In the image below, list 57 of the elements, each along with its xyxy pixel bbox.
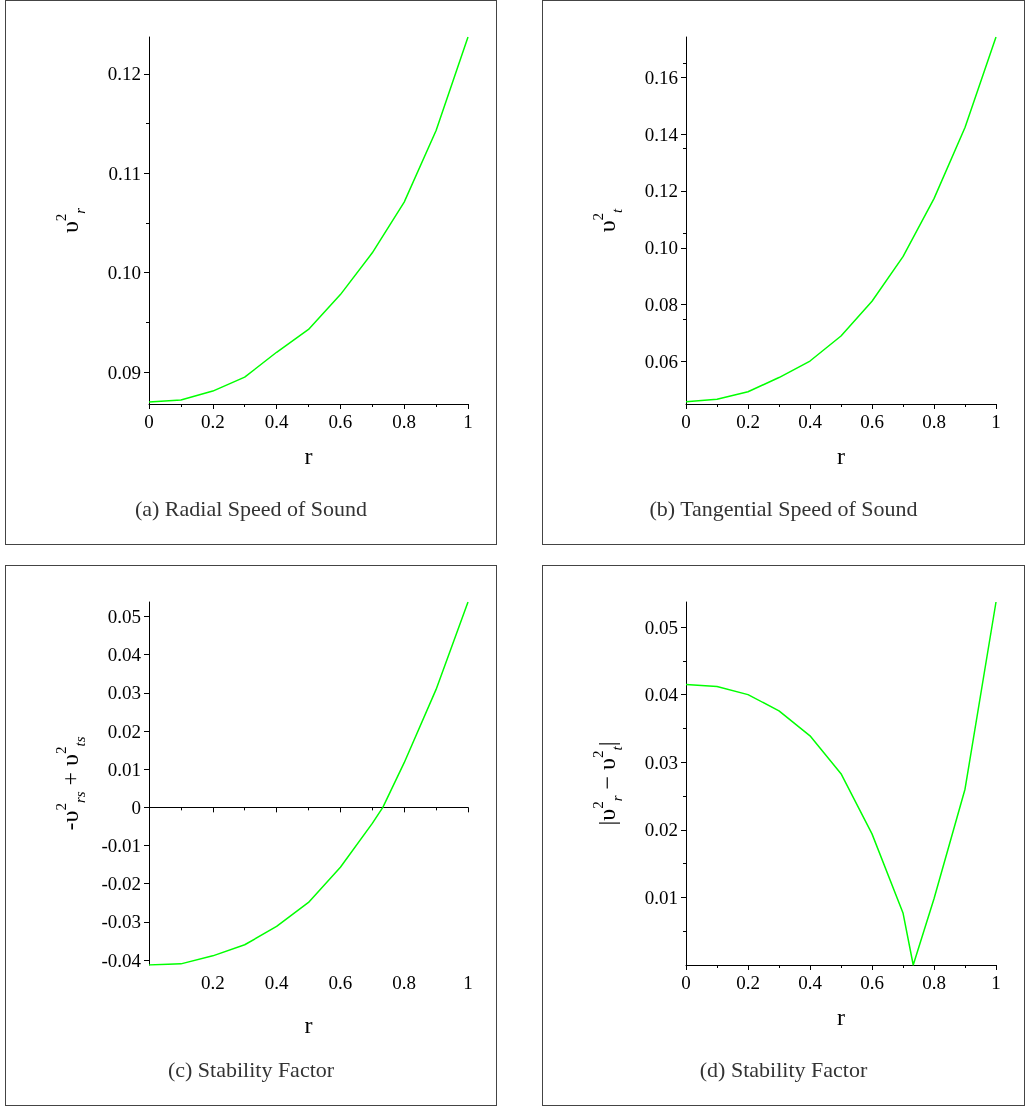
x-tick-label: 1 — [463, 411, 473, 432]
y-axis-title: υ2r — [52, 207, 88, 234]
y-tick-label: 0.12 — [107, 63, 141, 85]
x-tick-label: 0.6 — [860, 411, 884, 432]
x-axis-title: r — [837, 443, 845, 469]
x-axis-title: r — [837, 1004, 845, 1030]
y-axis-title: |υ2r − υ2t| — [589, 741, 625, 826]
x-tick-label: 0.2 — [200, 411, 225, 432]
y-tick-label: 0.03 — [644, 751, 678, 773]
y-tick-label: 0.10 — [644, 237, 678, 259]
x-tick-label: 0.4 — [798, 972, 823, 993]
x-tick-label: 0.4 — [264, 972, 289, 993]
y-tick-label: 0.11 — [108, 162, 141, 184]
text: (b) Tangential Speed of Sound — [649, 495, 918, 521]
y-tick-label: 0.12 — [644, 180, 678, 202]
y-tick-label: 0.02 — [644, 819, 678, 841]
x-tick-label: 0.6 — [328, 411, 353, 432]
y-tick-label: 0.04 — [644, 684, 679, 706]
y-tick-label: -0.04 — [101, 949, 142, 971]
y-tick-label: 0.06 — [644, 351, 678, 373]
text: (c) Stability Factor — [167, 1056, 335, 1082]
x-axis-title: r — [304, 443, 313, 469]
text: (a) Radial Speed of Sound — [134, 495, 368, 521]
y-tick-label: 0.08 — [644, 294, 678, 316]
y-tick-label: 0.02 — [107, 720, 141, 742]
y-tick-label: -0.01 — [101, 835, 141, 857]
y-tick-label: 0.09 — [107, 361, 141, 383]
x-tick-label: 0.8 — [922, 411, 946, 432]
y-tick-label: -0.03 — [101, 911, 141, 933]
text: (d) Stability Factor — [699, 1056, 868, 1082]
y-tick-label: 0 — [131, 796, 141, 818]
x-axis-title: r — [304, 1012, 313, 1038]
y-tick-label: 0.16 — [644, 66, 678, 88]
x-tick-label: 0.8 — [392, 411, 417, 432]
y-tick-label: 0.10 — [107, 262, 141, 284]
x-tick-label: 0.4 — [798, 411, 823, 432]
y-tick-label: 0.01 — [644, 886, 678, 908]
x-tick-label: 1 — [991, 972, 1001, 993]
x-tick-label: 0.6 — [860, 972, 884, 993]
y-tick-label: 0.03 — [107, 682, 141, 704]
x-tick-label: 0.6 — [328, 972, 353, 993]
x-tick-label: 0.2 — [736, 972, 760, 993]
x-tick-label: 0.4 — [264, 411, 289, 432]
y-axis-title: υ2t — [589, 207, 625, 233]
y-tick-label: 0.04 — [107, 644, 142, 666]
y-axis-title: -υ2rs + υ2ts — [52, 736, 88, 831]
x-tick-label: 0.2 — [736, 411, 760, 432]
x-tick-label: 0.8 — [922, 972, 946, 993]
x-tick-label: 1 — [463, 972, 473, 993]
y-tick-label: 0.14 — [644, 123, 679, 145]
x-tick-label: 0.2 — [200, 972, 225, 993]
x-tick-label: 0.8 — [392, 972, 417, 993]
y-tick-label: 0.01 — [107, 758, 141, 780]
y-tick-label: -0.02 — [101, 873, 141, 895]
y-tick-label: 0.05 — [644, 616, 678, 638]
y-tick-label: 0.05 — [107, 606, 141, 627]
x-tick-label: 1 — [991, 411, 1001, 432]
